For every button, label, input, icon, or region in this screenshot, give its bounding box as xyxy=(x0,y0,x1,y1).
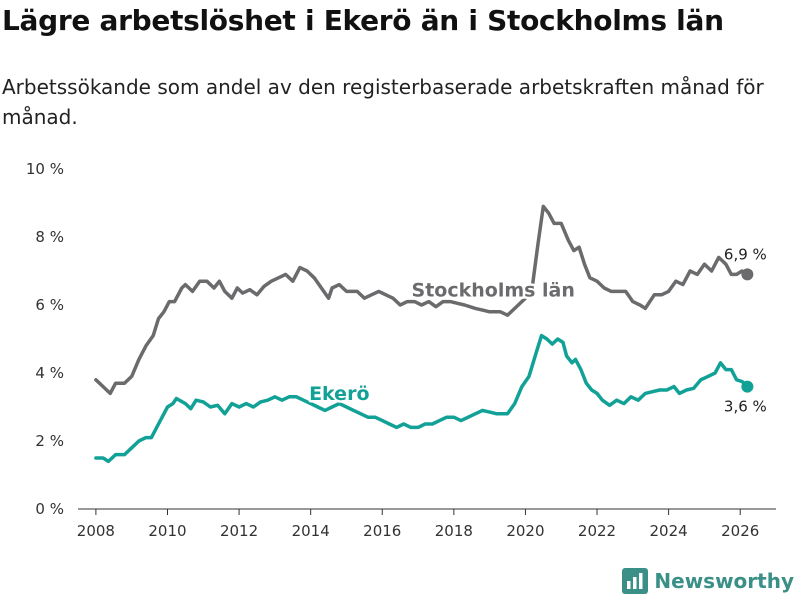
x-tick-label: 2008 xyxy=(77,522,115,540)
end-point-stockholms-l-n xyxy=(741,268,754,281)
x-tick-label: 2022 xyxy=(578,522,616,540)
x-tick-label: 2024 xyxy=(650,522,688,540)
x-axis: 2008 2010 2012 2014 2016 2018 2020 2022 2024 2026 xyxy=(77,508,776,540)
x-tick-label: 2014 xyxy=(292,522,330,540)
y-tick-label: 4 % xyxy=(35,364,64,382)
y-tick-label: 0 % xyxy=(35,500,64,518)
series-layer xyxy=(94,204,754,464)
bar-chart-icon xyxy=(622,568,649,594)
end-label-eker-: 3,6 % xyxy=(724,398,767,416)
y-tick-label: 2 % xyxy=(35,432,64,450)
end-label-stockholms-l-n: 6,9 % xyxy=(724,245,767,263)
y-axis: 0 % 2 % 4 % 6 % 8 % 10 % xyxy=(26,160,64,518)
series-annotation: Ekerö xyxy=(309,383,369,405)
x-tick-label: 2010 xyxy=(148,522,186,540)
x-tick-label: 2012 xyxy=(220,522,258,540)
x-tick-label: 2018 xyxy=(435,522,473,540)
chart-title: Lägre arbetslöshet i Ekerö än i Stockhol… xyxy=(2,4,724,37)
series-line-eker- xyxy=(94,333,750,464)
series-annotation: Stockholms län xyxy=(412,280,575,302)
y-tick-label: 6 % xyxy=(35,296,64,314)
annotation-layer: 6,9 % 3,6 % Stockholms län Ekerö xyxy=(307,245,767,416)
x-tick-label: 2020 xyxy=(506,522,544,540)
series-line-stockholms-l-n xyxy=(94,204,750,396)
chart-subtitle: Arbetssökande som andel av den registerb… xyxy=(2,75,764,129)
x-tick-label: 2026 xyxy=(721,522,759,540)
end-point-eker- xyxy=(741,380,754,393)
brand-name: Newsworthy xyxy=(654,569,794,593)
y-tick-label: 8 % xyxy=(35,228,64,246)
y-tick-label: 10 % xyxy=(26,160,64,178)
x-tick-label: 2016 xyxy=(363,522,401,540)
newsworthy-logo: Newsworthy xyxy=(622,568,794,594)
